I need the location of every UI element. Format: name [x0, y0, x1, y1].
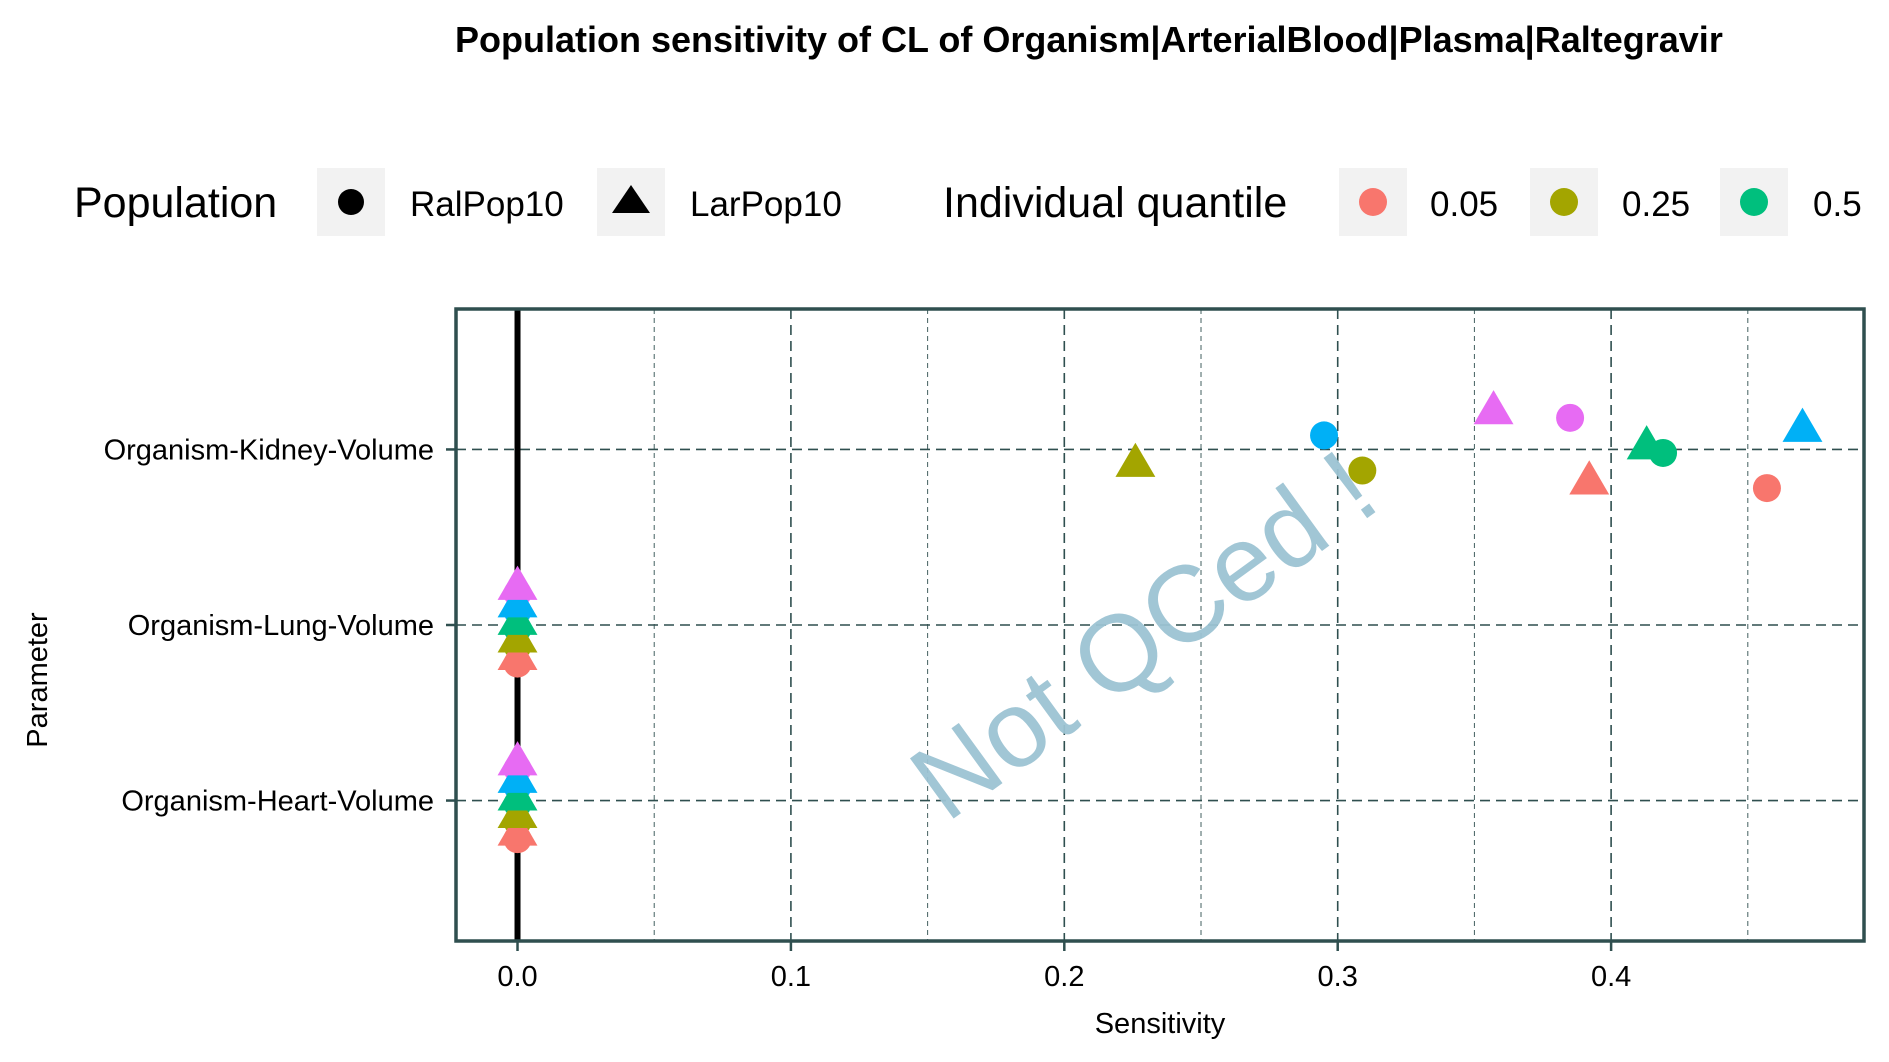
legend-swatch-q005: [1359, 188, 1387, 216]
data-point-triangle: [1569, 460, 1610, 495]
legend-circle-icon: [338, 189, 364, 215]
legend-swatch-q05: [1740, 188, 1768, 216]
data-point-triangle: [1115, 442, 1156, 477]
data-point-triangle: [497, 583, 538, 618]
data-point-circle: [1310, 421, 1339, 450]
data-point-triangle: [497, 741, 538, 776]
data-point-circle: [1752, 474, 1781, 503]
data-point-triangle: [497, 600, 538, 635]
legend-swatch-q025: [1550, 188, 1578, 216]
y-tick-label: Organism-Lung-Volume: [128, 610, 434, 642]
x-tick-label: 0.0: [497, 961, 537, 993]
data-point-circle: [1556, 403, 1585, 432]
plot-area: Not QCed ! 0.0 0.1 0.2 0.3 0.4 Organism-Heart-…: [104, 307, 1866, 993]
data-point-triangle: [1782, 407, 1823, 442]
data-point-triangle: [497, 635, 538, 671]
x-tick-label: 0.4: [1591, 961, 1631, 993]
x-tick-label: 0.2: [1044, 961, 1084, 993]
data-point-triangle: [1626, 425, 1667, 460]
data-point-circle: [1348, 456, 1377, 485]
legend-quantile: Individual quantile 0.05 0.25 0.5: [943, 168, 1862, 236]
legend-title-population: Population: [74, 179, 277, 227]
y-tick-label: Organism-Heart-Volume: [121, 786, 434, 818]
data-point-triangle: [497, 793, 538, 829]
x-tick-label: 0.1: [771, 961, 811, 993]
x-axis-title: Sensitivity: [1095, 1008, 1226, 1040]
y-tick-label: Organism-Kidney-Volume: [104, 434, 434, 466]
legend-label-larpop10: LarPop10: [690, 185, 842, 224]
legend-label-q025: 0.25: [1622, 185, 1690, 224]
legend-label-q05: 0.5: [1813, 185, 1862, 224]
watermark-text: Not QCed !: [889, 427, 1397, 842]
y-axis-title: Parameter: [22, 612, 54, 748]
legend-triangle-icon: [612, 185, 650, 213]
data-point-triangle: [1473, 390, 1514, 425]
data-point-triangle: [497, 811, 538, 846]
data-point-triangle: [497, 776, 538, 811]
data-point-triangle: [497, 565, 538, 600]
legend-title-quantile: Individual quantile: [943, 179, 1287, 227]
data-point-triangle: [497, 618, 538, 653]
legend-label-ralpop10: RalPop10: [410, 185, 564, 224]
legend-population: Population RalPop10 LarPop10: [74, 168, 842, 236]
x-tick-label: 0.3: [1318, 961, 1358, 993]
chart-title: Population sensitivity of CL of Organism…: [455, 19, 1723, 61]
data-point-triangle: [497, 758, 538, 793]
legend-label-q005: 0.05: [1430, 185, 1498, 224]
